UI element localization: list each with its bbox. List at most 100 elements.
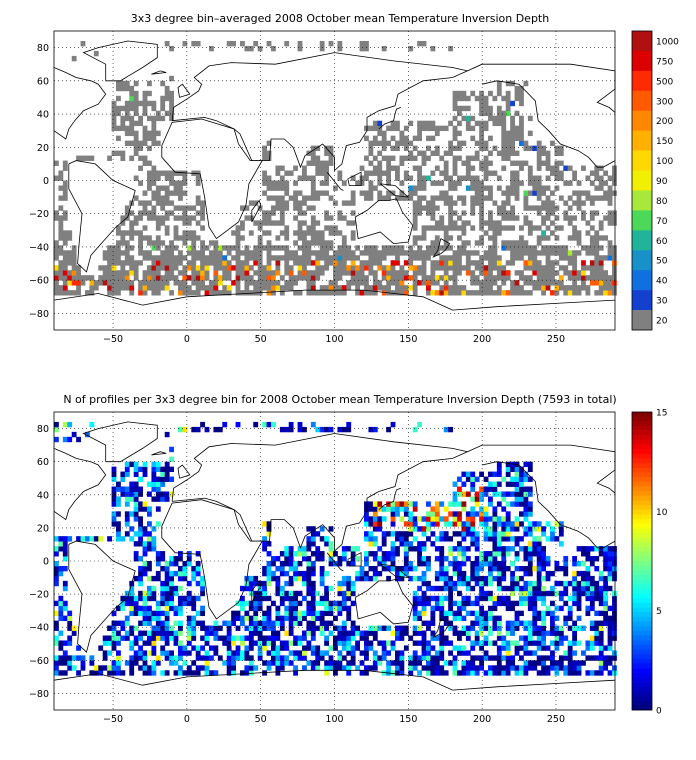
bin-cell [178, 620, 183, 626]
bin-cell [536, 285, 542, 291]
bin-cell [452, 225, 458, 231]
bin-cell [368, 565, 374, 572]
bin-cell [200, 635, 205, 641]
bin-cell [244, 280, 250, 286]
bin-cell [505, 645, 511, 651]
bin-cell [324, 541, 329, 547]
bin-cell [488, 551, 493, 557]
bin-cell [213, 280, 219, 286]
bin-cell [572, 215, 578, 221]
bin-cell [523, 595, 529, 602]
bin-cell [310, 630, 316, 636]
bin-cell [519, 546, 524, 552]
bin-cell [465, 175, 471, 181]
bin-cell [372, 551, 378, 557]
bin-cell [364, 501, 369, 507]
bin-cell [271, 275, 276, 281]
bin-cell [417, 600, 422, 607]
bin-cell [178, 270, 183, 276]
bin-cell [244, 255, 250, 261]
bin-cell [341, 215, 347, 221]
bin-cell [178, 665, 183, 671]
bin-cell [421, 260, 427, 266]
bin-cell [461, 575, 467, 582]
bin-cell [328, 280, 334, 286]
bin-cell [545, 645, 551, 651]
bin-cell [71, 625, 77, 631]
bin-cell [164, 85, 170, 92]
bin-cell [519, 270, 524, 276]
bin-cell [341, 551, 347, 557]
bin-cell [501, 506, 507, 512]
bin-cell [550, 275, 555, 281]
bin-cell [129, 285, 135, 291]
bin-cell [474, 655, 480, 661]
bin-cell [173, 605, 179, 612]
bin-cell [275, 270, 281, 276]
bin-cell [372, 526, 378, 532]
bin-cell [191, 660, 197, 666]
bin-cell [598, 235, 604, 241]
bin-cell [147, 665, 152, 671]
bin-cell [536, 521, 542, 527]
bin-cell [479, 665, 485, 671]
bin-cell [505, 270, 511, 276]
coastline [354, 578, 414, 625]
bin-cell [147, 275, 152, 281]
bin-cell [607, 220, 613, 226]
bin-cell [434, 260, 440, 266]
bin-cell [120, 280, 126, 286]
bin-cell [195, 175, 201, 181]
bin-cell [412, 426, 418, 433]
bin-cell [457, 575, 462, 582]
bin-cell [501, 491, 507, 497]
bin-cell [558, 640, 564, 646]
bin-cell [169, 570, 174, 577]
bin-cell [324, 595, 329, 602]
bin-cell [541, 645, 547, 651]
bin-cell [519, 95, 524, 102]
bin-cell [598, 290, 604, 296]
bin-cell [488, 615, 493, 621]
bin-cell [284, 655, 290, 661]
bin-cell [381, 195, 387, 201]
bin-cell [395, 506, 400, 512]
bin-cell [138, 580, 143, 587]
bin-cell [443, 615, 449, 621]
bin-cell [519, 610, 524, 617]
bin-cell [527, 461, 533, 468]
bin-cell [474, 190, 480, 196]
bin-cell [607, 556, 613, 562]
bin-cell [501, 135, 507, 142]
bin-cell [147, 270, 152, 276]
bin-cell [147, 175, 152, 181]
bin-cell [116, 620, 121, 626]
bin-cell [527, 220, 533, 226]
bottom-map-title: N of profiles per 3x3 degree bin for 200… [63, 393, 617, 406]
bin-cell [142, 640, 148, 646]
bin-cell [164, 476, 170, 482]
bin-cell [403, 145, 409, 151]
bin-cell [319, 45, 325, 52]
bin-cell [430, 250, 436, 256]
bin-cell [545, 210, 551, 216]
bin-cell [536, 630, 542, 636]
bin-cell [226, 265, 232, 271]
bin-cell [293, 290, 298, 296]
bin-cell [302, 551, 307, 557]
bin-cell [288, 605, 294, 612]
bin-cell [231, 230, 236, 236]
bin-cell [271, 45, 276, 52]
bin-cell [519, 275, 524, 281]
bin-cell [138, 610, 143, 617]
bin-cell [169, 456, 174, 463]
bin-cell [589, 265, 595, 271]
bin-cell [496, 491, 502, 497]
bin-cell [505, 140, 511, 147]
bin-cell [244, 245, 250, 251]
bin-cell [328, 556, 334, 562]
bin-cell [510, 660, 516, 666]
bin-cell [191, 670, 197, 676]
bin-cell [510, 546, 516, 552]
bin-cell [186, 290, 192, 296]
